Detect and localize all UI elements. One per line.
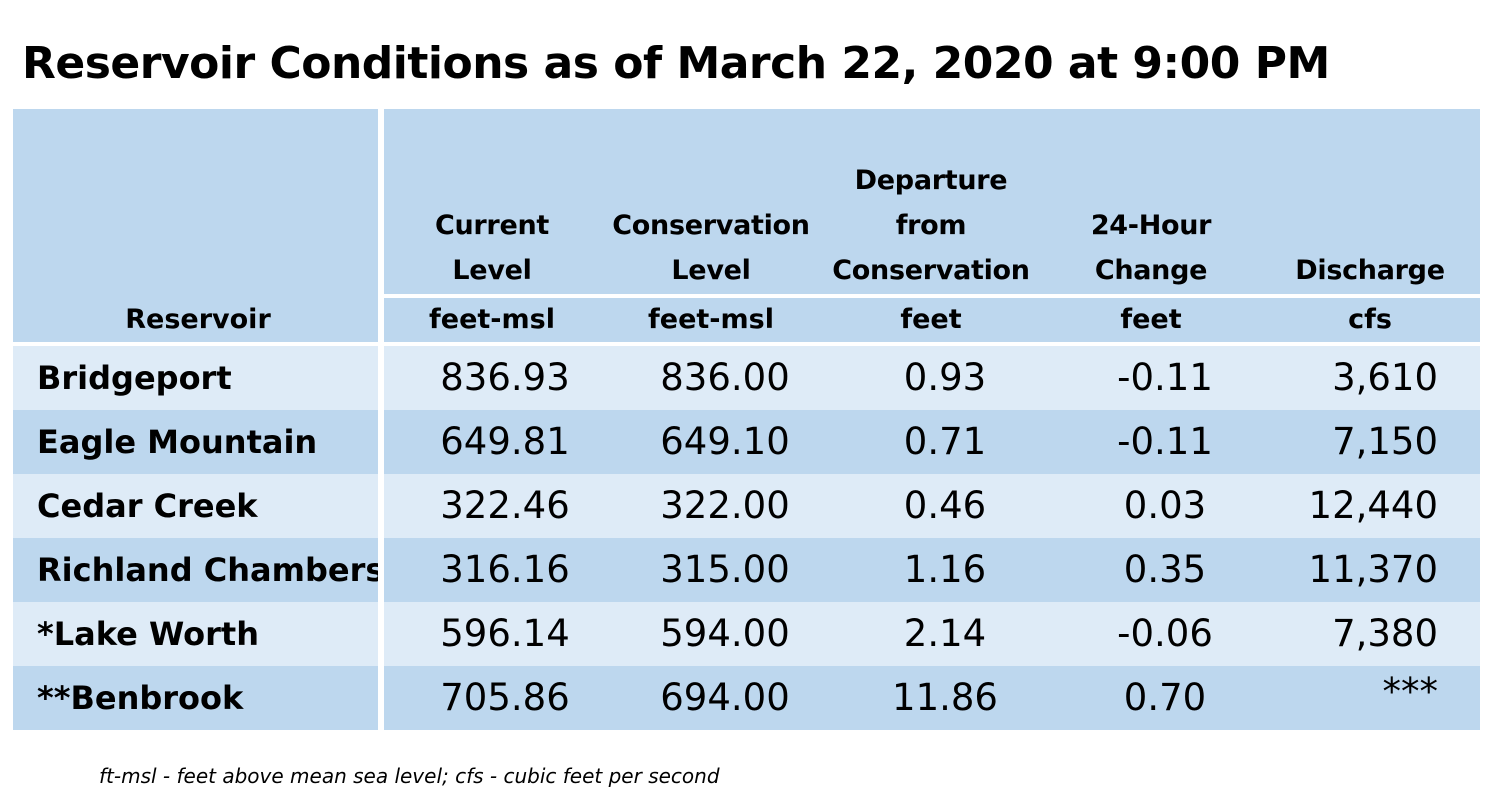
change-value: 0.03 [1123,484,1207,527]
footnote: ft-msl - feet above mean sea level; cfs … [99,764,720,788]
discharge-value: 12,440 [1308,484,1438,527]
table-header-cell [384,109,1480,342]
table-header-reservoir-cell [13,109,378,342]
table-row-cedar-creek: Cedar Creek 322.46 322.00 0.46 0.03 12,4… [13,474,1480,538]
table-row-bridgeport: Bridgeport 836.93 836.00 0.93 -0.11 3,61… [13,346,1480,410]
table-row-eagle-mountain: Eagle Mountain 649.81 649.10 0.71 -0.11 … [13,410,1480,474]
departure-value: 2.14 [903,612,987,655]
page-title: Reservoir Conditions as of March 22, 202… [22,38,1330,89]
reservoir-name: *Lake Worth [37,615,259,653]
current-level-value: 705.86 [440,676,570,719]
conservation-level-value: 694.00 [660,676,790,719]
header-line: Discharge [1295,255,1445,286]
column-header-reservoir: Reservoir [125,304,271,335]
change-value: 0.35 [1123,548,1207,591]
header-line: Change [1094,255,1208,286]
current-level-value: 596.14 [440,612,570,655]
column-divider [378,109,384,730]
change-value: -0.11 [1117,420,1213,463]
column-header-discharge: Discharge [1260,248,1480,293]
current-level-value: 836.93 [440,356,570,399]
column-header-conservation-level: Conservation Level [591,203,831,293]
change-value: 0.70 [1123,676,1207,719]
reservoir-name: Cedar Creek [37,487,258,525]
header-line: Current [434,210,549,241]
unit-24hour-change: feet [1120,304,1182,335]
reservoir-name: **Benbrook [37,679,244,717]
reservoir-name: Eagle Mountain [37,423,318,461]
departure-value: 0.71 [903,420,987,463]
table-row-lake-worth: *Lake Worth 596.14 594.00 2.14 -0.06 7,3… [13,602,1480,666]
reservoir-name: Bridgeport [37,359,232,397]
discharge-value: 7,380 [1332,612,1438,655]
header-line: Level [452,255,532,286]
table-row-richland-chambers: Richland Chambers 316.16 315.00 1.16 0.3… [13,538,1480,602]
unit-conservation-level: feet-msl [648,304,774,335]
column-header-current-level: Current Level [382,203,602,293]
reservoir-name: Richland Chambers [37,551,385,589]
current-level-value: 316.16 [440,548,570,591]
header-body-divider [13,342,1480,346]
conservation-level-value: 836.00 [660,356,790,399]
header-line: from [895,210,967,241]
column-header-24hour-change: 24-Hour Change [1041,203,1261,293]
conservation-level-value: 322.00 [660,484,790,527]
unit-departure: feet [900,304,962,335]
conservation-level-value: 594.00 [660,612,790,655]
discharge-value: *** [1382,670,1439,713]
departure-value: 1.16 [903,548,987,591]
header-unit-divider [384,294,1480,298]
conservation-level-value: 649.10 [660,420,790,463]
departure-value: 0.93 [903,356,987,399]
unit-discharge: cfs [1348,304,1392,335]
table-row-benbrook: **Benbrook 705.86 694.00 11.86 0.70 *** [13,666,1480,730]
conservation-level-value: 315.00 [660,548,790,591]
header-line: Conservation [612,210,810,241]
discharge-value: 7,150 [1332,420,1438,463]
header-line: 24-Hour [1090,210,1212,241]
header-line: Conservation [832,255,1030,286]
change-value: -0.11 [1117,356,1213,399]
header-line: Departure [854,165,1008,196]
discharge-value: 11,370 [1308,548,1438,591]
departure-value: 0.46 [903,484,987,527]
current-level-value: 322.46 [440,484,570,527]
unit-current-level: feet-msl [429,304,555,335]
column-header-departure: Departure from Conservation [811,158,1051,293]
header-line: Level [671,255,751,286]
current-level-value: 649.81 [440,420,570,463]
departure-value: 11.86 [892,676,998,719]
change-value: -0.06 [1117,612,1213,655]
discharge-value: 3,610 [1332,356,1438,399]
